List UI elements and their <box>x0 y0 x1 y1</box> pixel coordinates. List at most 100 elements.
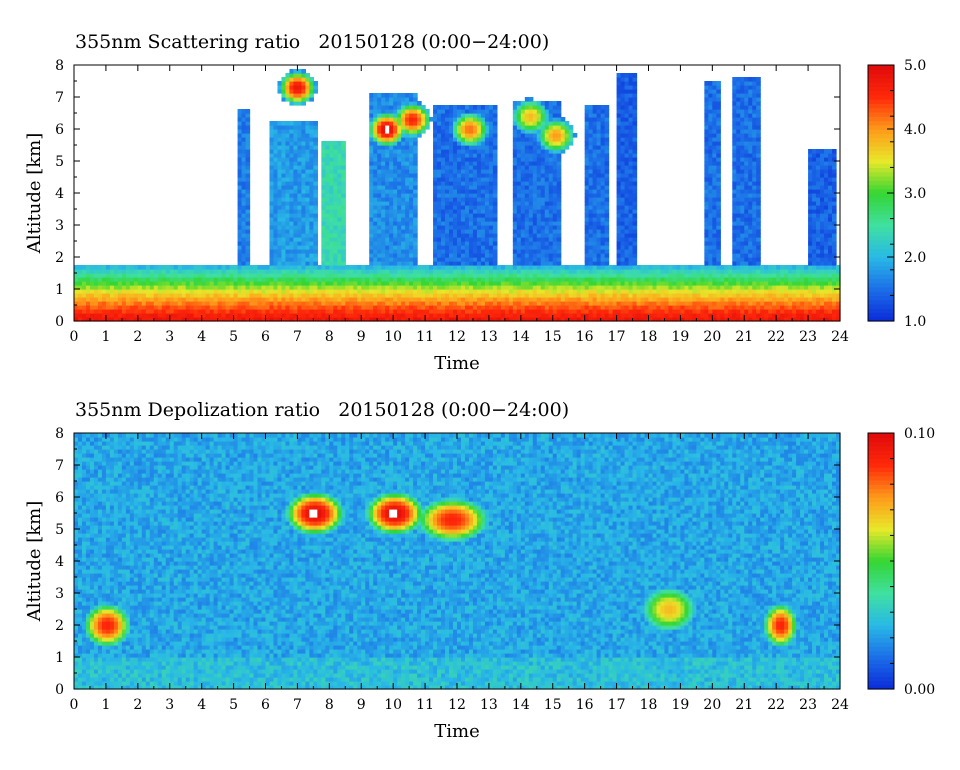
y-tick-label: 4 <box>55 186 64 202</box>
y-tick-label: 5 <box>55 522 64 538</box>
colorbar-segment <box>868 107 894 113</box>
colorbar-segment <box>868 492 894 498</box>
x-tick-label: 24 <box>831 697 849 713</box>
x-tick-label: 15 <box>544 329 562 345</box>
y-axis-label: Altitude [km] <box>24 133 45 255</box>
colorbar-segment <box>868 441 894 447</box>
x-tick-label: 21 <box>735 329 753 345</box>
x-tick-label: 1 <box>101 697 110 713</box>
colorbar-segment <box>868 582 894 588</box>
colorbar-segment <box>868 278 894 284</box>
colorbar-segment <box>868 303 894 309</box>
y-tick-label: 5 <box>55 154 64 170</box>
colorbar-segment <box>868 462 894 468</box>
colorbar-segment <box>868 146 894 151</box>
x-tick-label: 23 <box>799 697 817 713</box>
x-tick-label: 20 <box>703 329 721 345</box>
colorbar-segment <box>868 257 894 262</box>
colorbar-segment <box>868 239 894 245</box>
colorbar-segment <box>868 531 894 536</box>
colorbar-segment <box>868 663 894 669</box>
x-tick-label: 14 <box>512 697 530 713</box>
colorbar-segment <box>868 308 894 314</box>
colorbar-segment <box>868 522 894 528</box>
x-tick-label: 6 <box>261 697 270 713</box>
y-tick-label: 0 <box>55 314 64 330</box>
x-tick-label: 20 <box>703 697 721 713</box>
y-tick-label: 8 <box>55 426 64 442</box>
colorbar-segment <box>868 578 894 583</box>
colorbar-segment <box>868 214 894 220</box>
colorbar-segment <box>868 99 894 104</box>
x-tick-label: 11 <box>416 697 434 713</box>
y-tick-label: 2 <box>55 250 64 266</box>
colorbar-segment <box>868 82 894 87</box>
colorbar-segment <box>868 286 894 292</box>
y-tick-label: 3 <box>55 218 64 234</box>
x-tick-label: 3 <box>165 697 174 713</box>
x-tick-label: 5 <box>229 329 238 345</box>
colorbar-tick-label: 1.0 <box>904 314 926 330</box>
x-tick-label: 0 <box>70 697 79 713</box>
x-tick-label: 18 <box>640 697 658 713</box>
x-tick-label: 21 <box>735 697 753 713</box>
colorbar-segment <box>868 171 894 177</box>
x-tick-label: 5 <box>229 697 238 713</box>
colorbar-segment <box>868 684 894 690</box>
colorbar-segment <box>868 471 894 477</box>
y-tick-label: 1 <box>55 650 64 666</box>
y-tick-label: 7 <box>55 458 64 474</box>
colorbar-segment <box>868 450 894 455</box>
colorbar-segment <box>868 569 894 575</box>
colorbar-segment <box>868 509 894 515</box>
colorbar-segment <box>868 539 894 545</box>
colorbar-segment <box>868 69 894 75</box>
colorbar-segment <box>868 227 894 232</box>
colorbar-segment <box>868 607 894 613</box>
colorbar-segment <box>868 248 894 254</box>
colorbar: 0.00 0.10 <box>867 426 935 698</box>
x-tick-label: 17 <box>608 329 626 345</box>
x-tick-label: 16 <box>576 697 594 713</box>
colorbar-segment <box>868 445 894 451</box>
scattering-ratio-panel: 355nm Scattering ratio 20150128 (0:00−24… <box>24 31 926 374</box>
x-tick-label: 4 <box>197 697 206 713</box>
x-tick-label: 7 <box>293 697 302 713</box>
colorbar-segment <box>868 291 894 296</box>
x-tick-label: 22 <box>767 329 785 345</box>
colorbar-tick-label: 2.0 <box>904 250 926 266</box>
colorbar-segment <box>868 184 894 190</box>
colorbar-segment <box>868 210 894 215</box>
x-tick-label: 10 <box>384 329 402 345</box>
y-tick-label: 8 <box>55 58 64 74</box>
x-tick-label: 16 <box>576 329 594 345</box>
x-tick-label: 9 <box>357 329 366 345</box>
colorbar-segment <box>868 475 894 481</box>
colorbar-segment <box>868 137 894 143</box>
colorbar-segment <box>868 86 894 92</box>
colorbar-tick-label: 3.0 <box>904 186 926 202</box>
scattering-ratio-chart: 0 1 2 3 4 5 6 7 8 9 10 11 12 13 14 15 16 17 18 19 20 21 22 23 24… <box>24 58 926 374</box>
colorbar: 1.0 2.0 3.0 4.0 5.0 <box>867 58 926 330</box>
colorbar-segment <box>868 175 894 181</box>
colorbar-segment <box>868 111 894 117</box>
x-tick-label: 17 <box>608 697 626 713</box>
colorbar-segment <box>868 261 894 267</box>
colorbar-segment <box>868 565 894 571</box>
colorbar-segment <box>868 526 894 532</box>
colorbar-segment <box>868 158 894 164</box>
colorbar-segment <box>868 646 894 652</box>
colorbar-segment <box>868 667 894 673</box>
x-tick-label: 8 <box>325 697 334 713</box>
colorbar-segment <box>868 252 894 258</box>
colorbar-segment <box>868 193 894 198</box>
x-tick-label: 23 <box>799 329 817 345</box>
x-tick-label: 8 <box>325 329 334 345</box>
colorbar-segment <box>868 505 894 511</box>
colorbar-segment <box>868 433 894 438</box>
x-tick-label: 7 <box>293 329 302 345</box>
colorbar-segment <box>868 599 894 605</box>
colorbar-segment <box>868 150 894 156</box>
colorbar-segment <box>868 154 894 160</box>
colorbar-segment <box>868 205 894 211</box>
